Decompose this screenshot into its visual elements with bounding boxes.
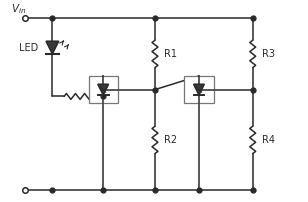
Text: R4: R4	[261, 135, 274, 145]
Polygon shape	[46, 41, 59, 54]
Bar	[184, 76, 214, 103]
Text: R3: R3	[261, 49, 274, 59]
Text: R2: R2	[164, 135, 177, 145]
Text: LED: LED	[19, 43, 39, 53]
Bar	[88, 76, 118, 103]
Polygon shape	[98, 84, 108, 95]
Text: R1: R1	[164, 49, 177, 59]
Text: $V_{in}$: $V_{in}$	[11, 2, 26, 16]
Polygon shape	[194, 84, 204, 95]
